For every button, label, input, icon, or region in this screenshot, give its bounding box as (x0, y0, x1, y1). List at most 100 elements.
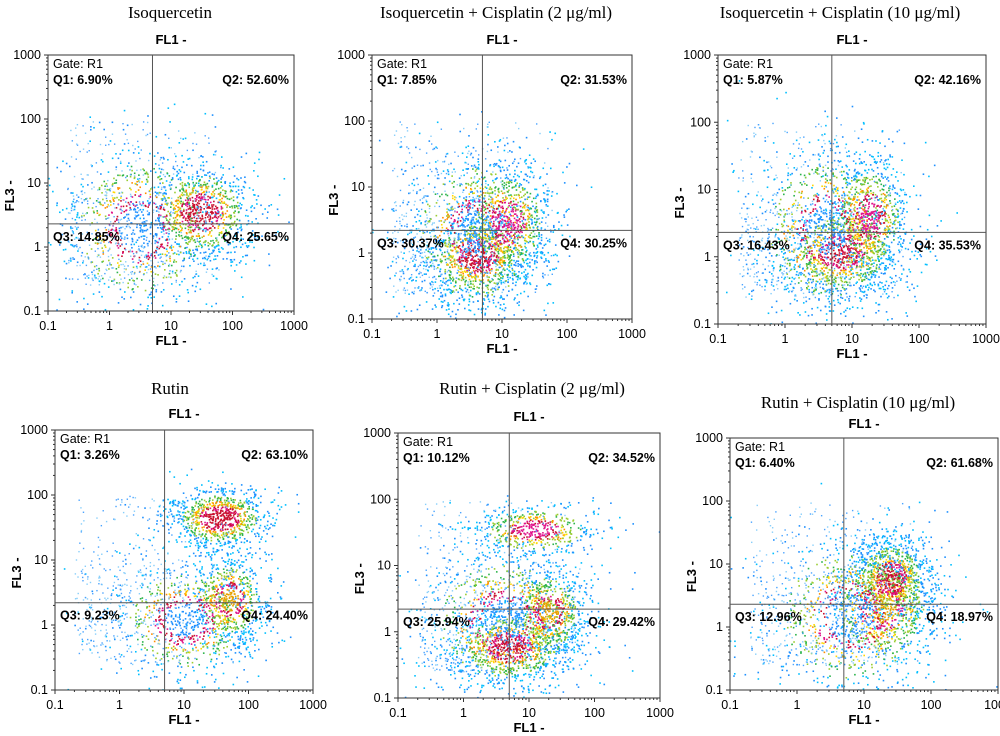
scatter-point (154, 241, 157, 244)
scatter-point (200, 219, 202, 222)
scatter-point (172, 167, 175, 170)
scatter-point (452, 226, 454, 228)
scatter-point (440, 306, 443, 309)
scatter-point (153, 296, 156, 298)
scatter-point (176, 243, 178, 245)
scatter-point (194, 212, 197, 214)
scatter-point (456, 334, 458, 336)
scatter-point (518, 301, 521, 303)
scatter-point (499, 258, 502, 260)
scatter-point (206, 187, 209, 190)
scatter-point (504, 251, 506, 254)
scatter-point (444, 320, 446, 322)
scatter-point (204, 257, 207, 260)
scatter-point (490, 205, 493, 208)
scatter-point (173, 228, 175, 231)
scatter-point (419, 264, 422, 267)
scatter-point (508, 211, 510, 214)
scatter-point (128, 209, 131, 211)
scatter-point (503, 303, 505, 306)
scatter-point (504, 220, 507, 223)
scatter-point (514, 232, 517, 235)
scatter-point (100, 278, 102, 281)
scatter-point (518, 231, 521, 234)
scatter-point (112, 191, 115, 193)
scatter-point (544, 228, 546, 231)
scatter-point (506, 274, 509, 276)
scatter-point (148, 213, 150, 216)
scatter-point (488, 212, 491, 214)
scatter-point (145, 220, 147, 222)
scatter-point (199, 288, 202, 291)
scatter-point (245, 263, 247, 265)
scatter-point (483, 176, 486, 179)
scatter-point (466, 260, 469, 262)
scatter-point (478, 207, 481, 209)
scatter-point (503, 188, 505, 190)
scatter-point (478, 178, 481, 180)
scatter-point (276, 208, 279, 211)
scatter-point (196, 170, 199, 173)
scatter-point (126, 223, 129, 226)
scatter-point (535, 195, 538, 198)
scatter-point (501, 232, 504, 235)
scatter-point (198, 200, 200, 202)
scatter-point (425, 249, 427, 251)
scatter-point (121, 149, 124, 152)
scatter-point (480, 272, 483, 275)
scatter-point (217, 201, 220, 204)
scatter-point (187, 243, 189, 246)
scatter-point (486, 247, 489, 249)
scatter-point (546, 240, 549, 242)
scatter-point (464, 226, 466, 228)
scatter-point (182, 138, 185, 140)
scatter-point (487, 235, 490, 238)
scatter-point (184, 184, 186, 187)
scatter-point (450, 206, 453, 209)
scatter-point (196, 177, 198, 180)
scatter-point (186, 205, 189, 208)
scatter-point (221, 207, 224, 209)
scatter-point (123, 265, 126, 267)
scatter-point (117, 242, 120, 245)
scatter-point (478, 237, 481, 239)
scatter-point (512, 215, 514, 217)
scatter-point (217, 211, 220, 213)
scatter-point (515, 189, 518, 191)
scatter-point (133, 176, 136, 179)
scatter-point (107, 286, 110, 288)
scatter-point (478, 216, 481, 219)
scatter-point (97, 242, 100, 244)
scatter-point (516, 275, 519, 278)
scatter-point (529, 237, 531, 239)
scatter-point (496, 247, 499, 249)
scatter-point (194, 132, 196, 134)
scatter-point (535, 188, 538, 191)
scatter-point (236, 196, 238, 199)
scatter-point (153, 277, 155, 280)
scatter-point (549, 167, 552, 170)
scatter-point (133, 172, 136, 175)
scatter-point (217, 244, 220, 247)
scatter-point (488, 269, 491, 272)
scatter-point (497, 190, 500, 193)
scatter-point (206, 182, 209, 185)
scatter-point (93, 211, 95, 214)
scatter-point (479, 261, 481, 264)
scatter-point (76, 123, 79, 126)
scatter-point (147, 115, 149, 117)
scatter-point (248, 238, 251, 241)
scatter-point (481, 215, 483, 218)
scatter-point (475, 234, 478, 237)
scatter-point (121, 243, 123, 246)
scatter-point (411, 156, 413, 159)
scatter-point (480, 251, 483, 253)
scatter-point (438, 177, 440, 180)
scatter-point (202, 169, 205, 172)
scatter-point (125, 213, 128, 216)
scatter-point (65, 277, 67, 280)
scatter-point (83, 192, 86, 194)
scatter-point (506, 268, 509, 270)
scatter-point (226, 210, 229, 212)
scatter-point (121, 360, 123, 362)
